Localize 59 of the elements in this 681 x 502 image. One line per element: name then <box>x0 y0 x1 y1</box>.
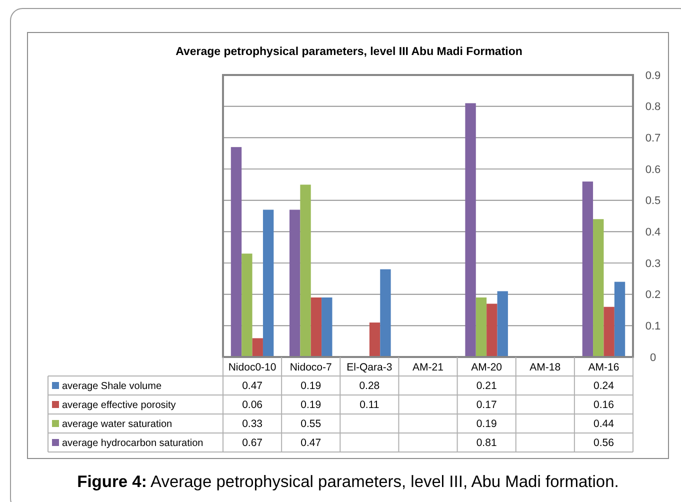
y-tick-label: 0.8 <box>645 101 661 114</box>
data-label: 0.67 <box>242 437 263 450</box>
data-label: 0.21 <box>476 380 497 392</box>
legend-label: average Shale volume <box>62 381 162 392</box>
data-label: 0.55 <box>300 418 322 430</box>
bar <box>300 184 311 357</box>
y-tick-label: 0.6 <box>645 164 661 176</box>
data-label: 0.56 <box>593 437 614 450</box>
bar <box>242 254 252 357</box>
data-label: 0.47 <box>242 380 263 392</box>
bar <box>289 210 300 357</box>
bar <box>380 269 391 357</box>
data-label: 0.28 <box>359 380 380 392</box>
data-label: 0.19 <box>476 418 497 430</box>
bar <box>593 219 604 357</box>
data-label: 0.19 <box>300 399 322 412</box>
data-label: 0.33 <box>242 418 263 430</box>
y-tick-label: 0 <box>650 352 656 364</box>
x-tick-label: Nidoc0-10 <box>228 362 276 374</box>
y-tick-label: 0.9 <box>645 70 661 82</box>
bar <box>604 306 614 357</box>
data-label: 0.19 <box>300 380 322 392</box>
data-label: 0.44 <box>593 418 614 430</box>
bar <box>369 322 380 357</box>
y-tick-label: 0.4 <box>645 226 661 239</box>
y-tick-label: 0.3 <box>645 258 661 270</box>
bar <box>614 282 626 357</box>
chart-title: Average petrophysical parameters, level III Abu Madi Formation <box>176 46 522 58</box>
bar <box>486 304 498 357</box>
x-tick-label: Nidoco-7 <box>290 362 332 374</box>
data-label: 0.06 <box>242 399 263 412</box>
data-label: 0.16 <box>593 399 614 412</box>
bar <box>262 210 274 357</box>
x-tick-label: AM-21 <box>412 362 444 374</box>
bar <box>252 338 263 357</box>
legend-label: average water saturation <box>62 419 172 430</box>
data-label: 0.11 <box>360 399 380 412</box>
bar <box>476 297 487 357</box>
bar <box>465 103 476 357</box>
data-label: 0.81 <box>476 437 497 450</box>
x-tick-label: El-Qara-3 <box>346 362 392 374</box>
bar <box>322 297 332 357</box>
caption: Figure 4: Average petrophysical parameters, level III, Abu Madi formation. <box>77 473 619 491</box>
y-tick-label: 0.5 <box>645 195 661 208</box>
data-label: 0.17 <box>476 399 497 412</box>
bar <box>582 182 594 357</box>
bar <box>310 297 322 357</box>
x-tick-label: AM-20 <box>471 362 502 374</box>
bar <box>497 291 508 357</box>
data-label: 0.47 <box>300 437 322 450</box>
data-label: 0.24 <box>593 380 614 392</box>
y-tick-label: 0.2 <box>645 289 661 302</box>
x-tick-label: AM-16 <box>588 362 620 374</box>
bar <box>230 147 242 357</box>
legend-label: average hydrocarbon saturation <box>62 438 204 449</box>
y-tick-label: 0.7 <box>645 132 661 145</box>
x-tick-label: AM-18 <box>530 362 561 374</box>
legend-label: average effective porosity <box>62 400 176 411</box>
y-tick-label: 0.1 <box>645 320 661 333</box>
